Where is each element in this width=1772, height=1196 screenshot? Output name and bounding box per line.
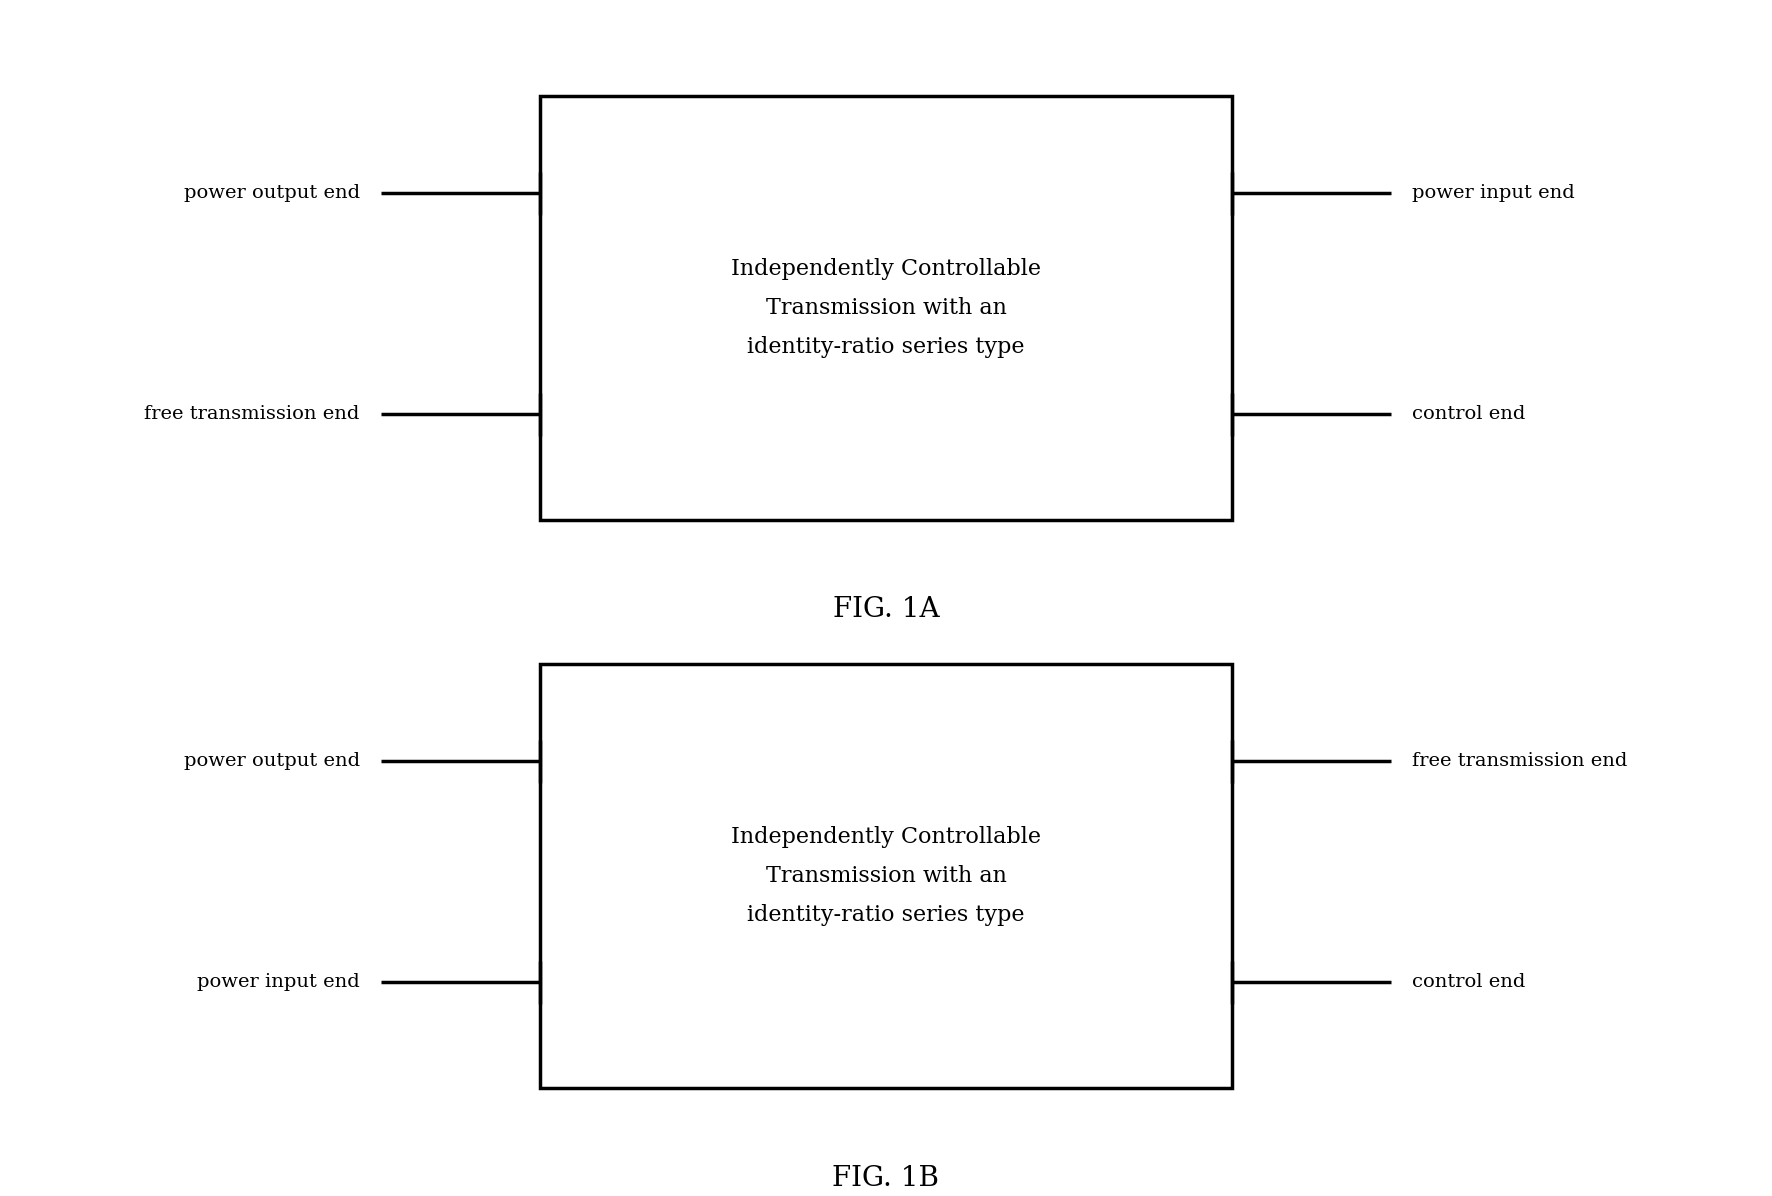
Text: FIG. 1B: FIG. 1B xyxy=(833,1165,939,1191)
Bar xyxy=(540,96,1232,520)
Text: control end: control end xyxy=(1412,405,1526,423)
Text: free transmission end: free transmission end xyxy=(1412,752,1628,770)
Text: power output end: power output end xyxy=(184,184,360,202)
Text: control end: control end xyxy=(1412,974,1526,991)
Text: free transmission end: free transmission end xyxy=(144,405,360,423)
Text: power output end: power output end xyxy=(184,752,360,770)
Text: power input end: power input end xyxy=(197,974,360,991)
Text: FIG. 1A: FIG. 1A xyxy=(833,597,939,623)
Text: Independently Controllable
Transmission with an
identity-ratio series type: Independently Controllable Transmission … xyxy=(732,258,1040,358)
Text: power input end: power input end xyxy=(1412,184,1575,202)
Bar xyxy=(540,664,1232,1088)
Text: Independently Controllable
Transmission with an
identity-ratio series type: Independently Controllable Transmission … xyxy=(732,826,1040,926)
